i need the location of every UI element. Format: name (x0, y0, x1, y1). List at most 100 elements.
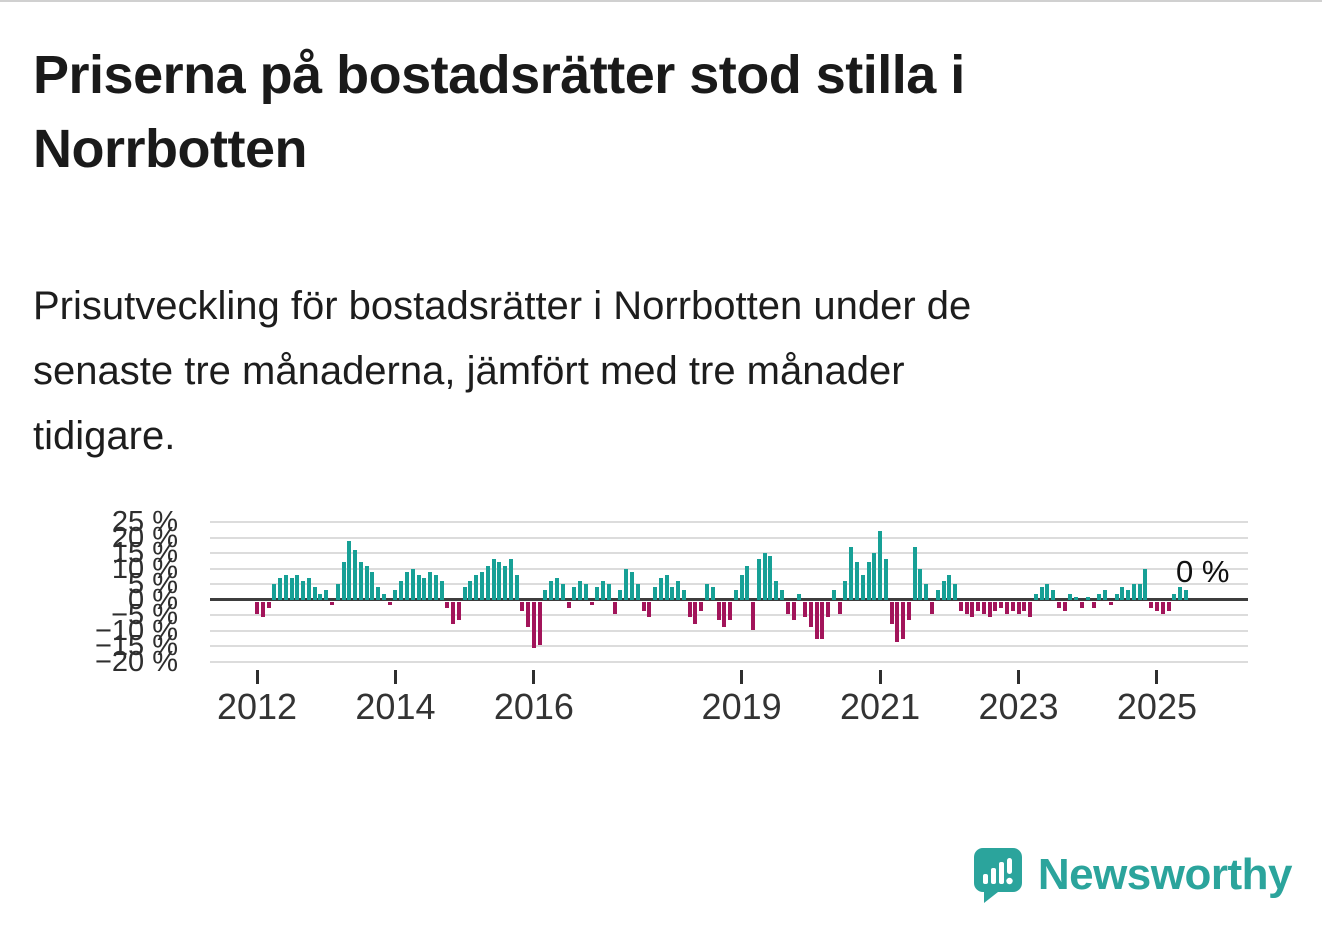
bar (854, 562, 859, 600)
plot-area (210, 521, 1248, 663)
bar (531, 601, 536, 649)
bar (872, 553, 877, 600)
bar (745, 565, 750, 600)
bar (1178, 587, 1183, 600)
bar (1045, 584, 1050, 600)
bar (289, 578, 294, 600)
bar (976, 601, 981, 612)
page-title-line-2: Norrbotten (33, 119, 307, 179)
bar (866, 562, 871, 600)
gridline (210, 629, 1248, 632)
bar (791, 601, 796, 621)
bar (653, 587, 658, 600)
bar (1079, 601, 1084, 608)
bar (554, 578, 559, 600)
subtitle-line-1: Prisutveckling för bostadsrätter i Norrb… (33, 284, 972, 328)
bar (733, 590, 738, 600)
bar (1056, 601, 1061, 608)
bar (318, 593, 323, 600)
bar (537, 601, 542, 646)
bar (451, 601, 456, 624)
bar (1085, 596, 1090, 600)
branding: Newsworthy (972, 846, 1293, 904)
bar (1114, 593, 1119, 600)
y-axis-tick-label: 5 % (128, 568, 178, 601)
bar (393, 590, 398, 600)
subtitle-line-3: tidigare. (33, 414, 176, 458)
bar (278, 578, 283, 600)
x-axis-tick-label: 2016 (493, 686, 574, 727)
bar (306, 578, 311, 600)
x-axis-tick-label: 2014 (355, 686, 436, 727)
bar (912, 546, 917, 600)
bar (1160, 601, 1165, 615)
bar (560, 584, 565, 600)
zero-line (210, 598, 1248, 602)
bar (1010, 601, 1015, 612)
bar (1103, 590, 1108, 600)
bar (1091, 601, 1096, 608)
bar (549, 581, 554, 600)
bar (1183, 590, 1188, 600)
bar (341, 562, 346, 600)
bar (399, 581, 404, 600)
bar (358, 562, 363, 600)
bar (820, 601, 825, 640)
bar (410, 568, 415, 600)
bar (681, 590, 686, 600)
bar (803, 601, 808, 618)
bar (1074, 596, 1079, 600)
bar (589, 601, 594, 605)
bar (849, 546, 854, 600)
bar (381, 593, 386, 600)
bar (260, 601, 265, 618)
y-axis-tick-label: 15 % (111, 537, 178, 570)
bar (335, 584, 340, 600)
bar (324, 590, 329, 600)
bar (416, 574, 421, 600)
bar (255, 601, 259, 615)
gridline (210, 661, 1248, 663)
bar (370, 571, 375, 600)
y-axis-tick-label: 20 % (111, 521, 178, 554)
bar (312, 587, 317, 600)
bar (635, 584, 640, 600)
bar (520, 601, 525, 612)
bar (676, 581, 681, 600)
bar (970, 601, 975, 618)
gridline (210, 645, 1248, 648)
bar (618, 590, 623, 600)
gridline (210, 567, 1248, 570)
bar (456, 601, 461, 621)
bar (964, 601, 969, 615)
x-axis-tick-mark (532, 670, 536, 684)
bar (797, 593, 802, 600)
bar (1137, 584, 1142, 600)
bar (693, 601, 698, 624)
bar (1022, 601, 1027, 612)
x-axis-tick-label: 2012 (216, 686, 298, 727)
bar (722, 601, 727, 627)
bar (918, 568, 923, 600)
latest-value-annotation: 0 % (1176, 554, 1230, 589)
bar (612, 601, 617, 615)
gridline (210, 583, 1248, 586)
bar (491, 559, 496, 600)
bar (583, 584, 588, 600)
bar (572, 587, 577, 600)
bar (439, 581, 444, 600)
bar (860, 574, 865, 600)
bar (347, 540, 352, 600)
x-axis-tick-mark (1017, 670, 1020, 684)
bar (1039, 587, 1044, 600)
page-title: Priserna på bostadsrätter stod stilla i N… (33, 38, 1283, 186)
x-axis-tick-mark (878, 670, 882, 684)
bar (462, 587, 467, 600)
bar (1149, 601, 1154, 608)
page-subtitle: Prisutveckling för bostadsrätter i Norrb… (33, 274, 1223, 469)
x-axis-tick-label: 2019 (701, 686, 782, 727)
bar (422, 578, 427, 600)
bar (993, 601, 998, 612)
bar (1143, 568, 1148, 600)
bar (958, 601, 963, 612)
